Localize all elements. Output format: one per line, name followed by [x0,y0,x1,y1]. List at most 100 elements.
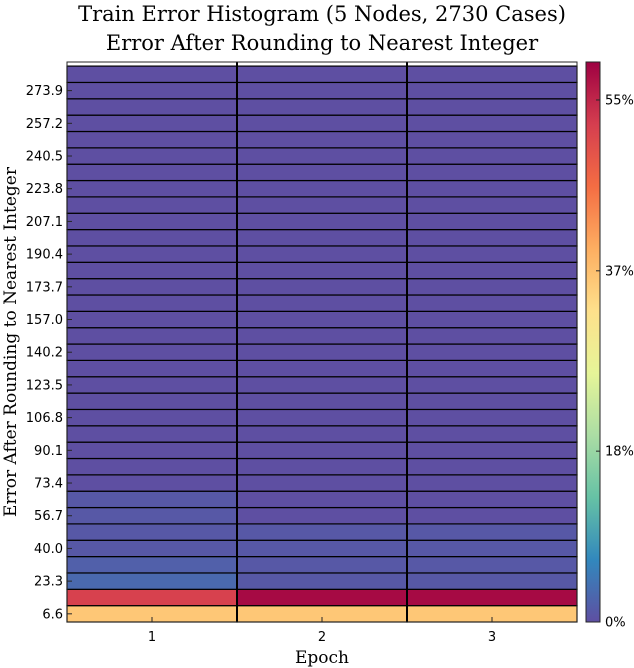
heatmap-cell [406,523,578,541]
heatmap-cell [406,327,578,345]
heatmap-cell [236,474,408,492]
heatmap-cell [236,163,408,182]
y-tick-label: 106.8 [26,411,63,426]
y-tick-label: 207.1 [26,215,63,230]
chart-subtitle: Error After Rounding to Nearest Integer [106,31,539,55]
heatmap-cell [236,343,408,361]
heatmap-cell [406,408,578,427]
heatmap-cell [66,425,238,443]
y-tick-label: 6.6 [42,607,63,622]
y-tick-label: 123.5 [26,378,63,393]
chart-title: Train Error Histogram (5 Nodes, 2730 Cas… [78,2,566,26]
heatmap-cell [66,327,238,345]
heatmap-cell [236,261,408,280]
heatmap-cell [406,457,578,476]
heatmap-cell [406,196,578,214]
heatmap-cell [66,474,238,492]
heatmap-cell [66,228,238,247]
colorbar-tick-label: 37% [605,264,634,279]
heatmap-cell [66,408,238,427]
heatmap-cell [66,278,238,296]
heatmap-cell [236,572,408,590]
heatmap-cell [406,555,578,574]
heatmap-cells [66,65,578,623]
heatmap-cell [406,474,578,492]
heatmap-cell [236,196,408,214]
heatmap-cell [406,392,578,411]
heatmap-cell [236,588,408,607]
heatmap-cell [236,490,408,509]
heatmap-cell [406,212,578,231]
heatmap-cell [406,376,578,394]
heatmap-cell [66,130,238,149]
heatmap-cell [406,539,578,558]
heatmap-cell [66,539,238,558]
heatmap-cell [406,425,578,443]
y-tick-label: 90.1 [34,444,63,459]
heatmap-cell [406,114,578,133]
heatmap-cell [406,588,578,607]
heatmap-cell [236,327,408,345]
heatmap-cell [236,130,408,149]
heatmap-cell [66,261,238,280]
heatmap-cell [236,81,408,100]
heatmap-cell [66,441,238,460]
heatmap-cell [66,98,238,116]
heatmap-cell [406,294,578,312]
heatmap-cell [236,441,408,460]
heatmap-cell [406,359,578,378]
x-tick-label: 1 [148,630,156,645]
heatmap-cell [406,130,578,149]
heatmap-cell [66,81,238,100]
heatmap-cell [66,392,238,411]
colorbar [585,61,601,623]
heatmap-cell [406,506,578,525]
heatmap-cell [236,98,408,116]
heatmap-cell [66,572,238,590]
heatmap-cell [236,114,408,133]
y-tick-label: 157.0 [26,313,63,328]
heatmap-cell [406,310,578,329]
x-tick-label: 3 [488,630,496,645]
colorbar-ticks: 0% 18% 37% 55% [596,93,634,631]
y-tick-label: 140.2 [26,346,63,361]
y-tick-label: 240.5 [26,150,63,165]
heatmap-cell [236,506,408,525]
heatmap-cell [406,81,578,100]
heatmap-cell [406,572,578,590]
heatmap-cell [236,359,408,378]
heatmap-cell [236,212,408,231]
heatmap-cell [406,228,578,247]
heatmap-cell [406,278,578,296]
y-tick-label: 56.7 [34,509,63,524]
heatmap-cell [236,539,408,558]
y-tick-label: 23.3 [34,575,63,590]
x-axis-label: Epoch [295,648,349,668]
heatmap-cell [236,294,408,312]
heatmap-cell [66,343,238,361]
heatmap-cell [66,310,238,329]
x-tick-label: 2 [318,630,326,645]
heatmap-cell [406,147,578,165]
colorbar-tick-label: 55% [605,93,634,108]
y-tick-label: 73.4 [34,477,63,492]
y-tick-label: 273.9 [26,84,63,99]
heatmap-cell [236,179,408,198]
heatmap-cell [66,376,238,394]
heatmap-cell [66,359,238,378]
heatmap-cell [236,376,408,394]
y-axis-label: Error After Rounding to Nearest Integer [1,166,21,517]
heatmap-cell [66,65,238,84]
y-tick-label: 40.0 [34,542,63,557]
heatmap-cell [236,245,408,263]
heatmap-cell [236,555,408,574]
heatmap-cell [236,457,408,476]
colorbar-tick-label: 18% [605,445,634,460]
heatmap-cell [406,163,578,182]
heatmap-cell [236,392,408,411]
heatmap-cell [66,196,238,214]
heatmap-cell [66,294,238,312]
y-tick-label: 223.8 [26,182,63,197]
heatmap-cell [236,147,408,165]
